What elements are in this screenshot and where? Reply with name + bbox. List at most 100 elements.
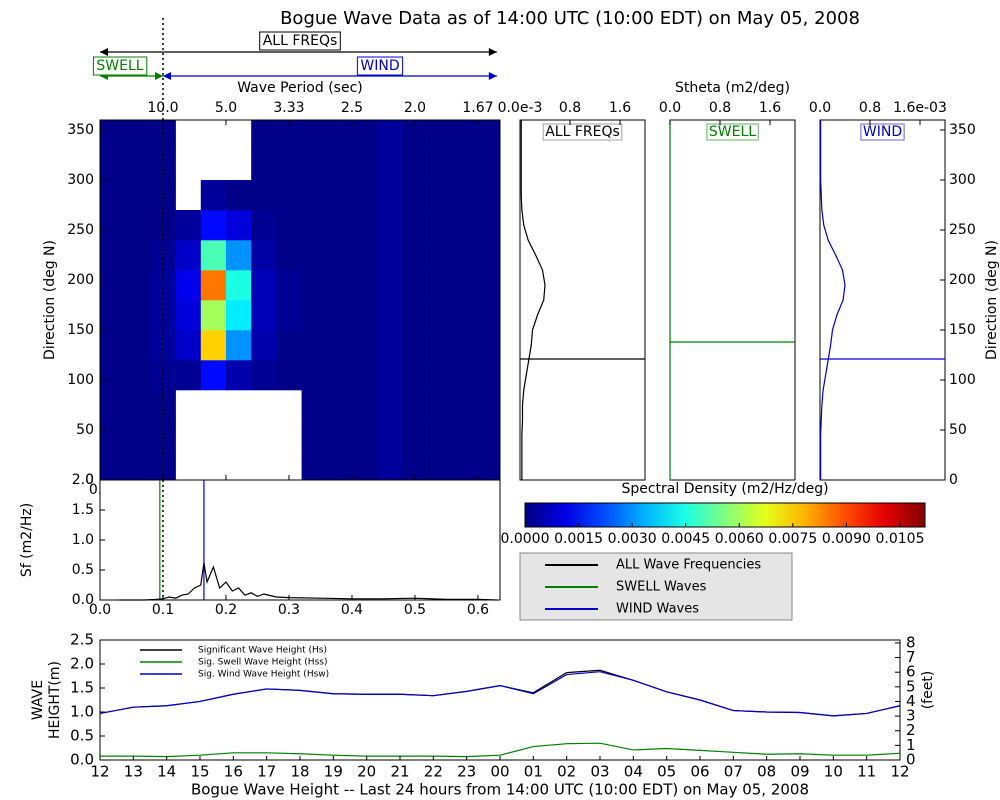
heat-cell [377,390,403,421]
heat-cell [427,330,454,361]
plot-frame [519,119,646,481]
heat-cell [125,420,151,451]
heat-cell [200,240,227,271]
heat-cell [351,390,378,421]
x-tick-label: 03 [590,763,609,781]
heat-cell [276,150,302,181]
label-box [92,56,148,76]
heat-cell [326,120,353,151]
y-tick-label: 300 [949,172,976,188]
heat-cell [276,300,302,331]
x-tick-label: 01 [524,763,543,781]
heat-cell [351,330,378,361]
y2-tick-label: 1 [906,736,916,754]
heat-cell [427,120,454,151]
heat-cell [351,240,378,271]
heat-cell [276,360,302,391]
y-tick-label: 0.0 [72,592,94,608]
colorbar-label: Spectral Density (m2/Hz/deg) [621,481,828,497]
y-tick-label: 50 [949,422,967,438]
x-tick-label: 1.6e-03 [893,100,947,116]
plot-frame [669,119,796,481]
heat-cell [175,360,202,391]
heat-cell [452,420,479,451]
y2-tick-label: 6 [906,663,916,681]
range-label: ALL FREQs [263,33,338,49]
heat-cell [100,120,126,151]
heat-cell [251,270,277,301]
heat-cell [326,210,353,241]
heat-cell [452,120,479,151]
heat-cell [200,300,227,331]
y-tick-label: 0 [949,472,958,488]
x-tick-label: 0.0 [809,100,831,116]
x-tick-label: 00 [490,763,509,781]
x-tick-label: 08 [757,763,776,781]
heat-cell [377,330,403,361]
heat-cell [427,300,454,331]
heat-cell [377,120,403,151]
y-tick-label: 1.5 [70,679,94,697]
heat-cell [150,150,176,181]
heat-cell [427,390,454,421]
y-tick-label: 150 [949,322,976,338]
heat-cell [301,270,328,301]
heat-cell [301,180,328,211]
heat-cell [427,360,454,391]
heat-cell [251,210,277,241]
y-tick-label: 1.5 [72,502,94,518]
heat-cell [251,120,277,151]
heat-cell [276,120,302,151]
colorbar-tick-label: 0.0015 [554,531,603,547]
heat-cell [427,150,454,181]
x-tick-label: 12 [890,763,909,781]
heat-cell [351,120,378,151]
y-tick-label: 200 [949,272,976,288]
colorbar-tick-label: 0.0030 [608,531,657,547]
label-box [259,31,341,51]
heat-cell [402,300,428,331]
heat-cell [125,180,151,211]
heat-cell [477,330,501,361]
heat-cell [477,180,501,211]
y-tick-label: 100 [949,372,976,388]
x-tick-label: 14 [157,763,176,781]
plot-frame [99,639,901,761]
heat-cell [100,300,126,331]
x-tick-label: 09 [790,763,809,781]
x-axis-label: Bogue Wave Height -- Last 24 hours from … [191,781,809,799]
heat-cell [377,360,403,391]
y-axis-label: Direction (deg N) [42,240,58,360]
heat-cell [200,360,227,391]
heat-cell [351,420,378,451]
heat-cell [301,360,328,391]
x-tick-label: 0.0 [659,100,681,116]
heat-cell [477,210,501,241]
x-tick-label: 21 [390,763,409,781]
label-box [542,123,623,141]
x-tick-label: 17 [257,763,276,781]
heat-cell [326,390,353,421]
heat-cell [377,210,403,241]
x-tick-label: 0.8 [709,100,731,116]
period-tick-label: 2.5 [341,100,363,116]
heat-cell [251,360,277,391]
heat-cell [125,150,151,181]
heat-cell [276,180,302,211]
heat-cell [100,390,126,421]
heat-cell [251,330,277,361]
heat-cell [377,450,403,481]
arrow-head [100,48,108,56]
x-tick-label: 0.4 [341,602,363,618]
heat-cell [452,270,479,301]
x-tick-label: 0.0e-3 [498,100,543,116]
heat-cell [100,450,126,481]
heat-cell [301,210,328,241]
label-box [706,123,759,141]
y-tick-label: 2.0 [72,472,94,488]
arrow-head [488,72,497,80]
heat-cell [326,330,353,361]
heat-cell [301,330,328,361]
y-tick-label: 0.0 [70,751,94,769]
period-tick-label: 1.67 [462,100,493,116]
